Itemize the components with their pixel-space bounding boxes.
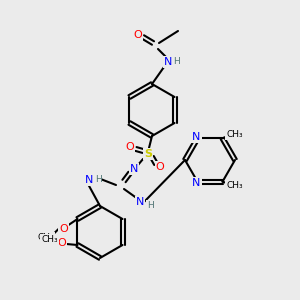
Text: N: N [192, 178, 201, 188]
Text: S: S [144, 149, 152, 159]
Text: CH₃: CH₃ [226, 130, 243, 139]
Text: O: O [126, 142, 134, 152]
Text: N: N [192, 132, 201, 142]
Text: N: N [130, 164, 138, 174]
Text: CH₃: CH₃ [41, 235, 58, 244]
Text: CH₃: CH₃ [226, 181, 243, 190]
Text: O: O [57, 238, 66, 248]
Text: H: H [147, 200, 153, 209]
Text: N: N [136, 197, 144, 207]
Text: O: O [156, 162, 164, 172]
Text: O: O [59, 224, 68, 234]
Text: CH₃: CH₃ [37, 232, 54, 242]
Text: H: H [94, 176, 101, 184]
Text: N: N [164, 57, 172, 67]
Text: O: O [134, 30, 142, 40]
Text: H: H [174, 56, 180, 65]
Text: N: N [85, 175, 93, 185]
